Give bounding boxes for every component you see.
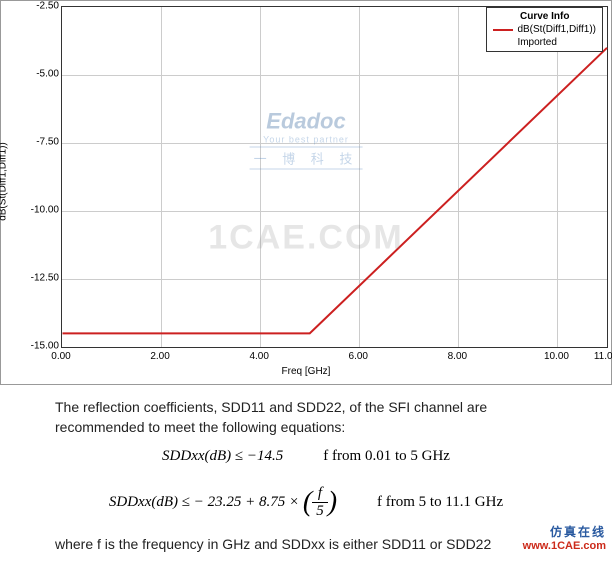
x-tick-label: 0.00 [51,351,70,362]
x-tick-label: 11.00 [594,351,612,362]
y-tick-label: -15.00 [9,341,59,352]
x-tick-label: 4.00 [249,351,268,362]
y-tick-label: -12.50 [9,273,59,284]
y-tick-label: -5.00 [9,69,59,80]
eq1-lhs: SDDxx(dB) ≤ −14.5 [162,448,283,465]
y-axis-label: dB(St(Diff1,Diff1)) [0,142,9,221]
x-tick-label: 2.00 [150,351,169,362]
bottom-watermark-cn: 仿真在线 [523,523,606,540]
paragraph-1: The reflection coefficients, SDD11 and S… [0,385,612,438]
bottom-watermark: 仿真在线 www.1CAE.com [523,523,606,552]
bottom-watermark-url: www.1CAE.com [523,540,606,552]
y-tick-label: -10.00 [9,205,59,216]
legend-item: dB(St(Diff1,Diff1)) [489,23,600,36]
paragraph-2: where f is the frequency in GHz and SDDx… [0,530,612,554]
x-axis-label: Freq [GHz] [282,366,331,377]
eq2-lhs: SDDxx(dB) ≤ − 23.25 + 8.75 × (f5) [109,485,337,520]
eq1-condition: f from 0.01 to 5 GHz [323,448,450,465]
equation-2: SDDxx(dB) ≤ − 23.25 + 8.75 × (f5) f from… [0,475,612,530]
legend-swatch [493,29,513,31]
plot-region [61,6,608,348]
legend-title: Curve Info [489,10,600,23]
page: dB(St(Diff1,Diff1)) Freq [GHz] -2.50 -5.0… [0,0,612,554]
legend-sublabel: Imported [489,36,600,49]
x-tick-label: 8.00 [448,351,467,362]
legend: Curve Info dB(St(Diff1,Diff1)) Imported [486,7,603,52]
x-tick-label: 6.00 [349,351,368,362]
series-line [62,7,607,347]
eq2-condition: f from 5 to 11.1 GHz [377,494,503,511]
equation-1: SDDxx(dB) ≤ −14.5 f from 0.01 to 5 GHz [0,438,612,475]
chart-container: dB(St(Diff1,Diff1)) Freq [GHz] -2.50 -5.0… [0,0,612,385]
y-tick-label: -2.50 [9,1,59,12]
legend-label: dB(St(Diff1,Diff1)) [517,24,596,35]
y-tick-label: -7.50 [9,137,59,148]
x-tick-label: 10.00 [544,351,569,362]
